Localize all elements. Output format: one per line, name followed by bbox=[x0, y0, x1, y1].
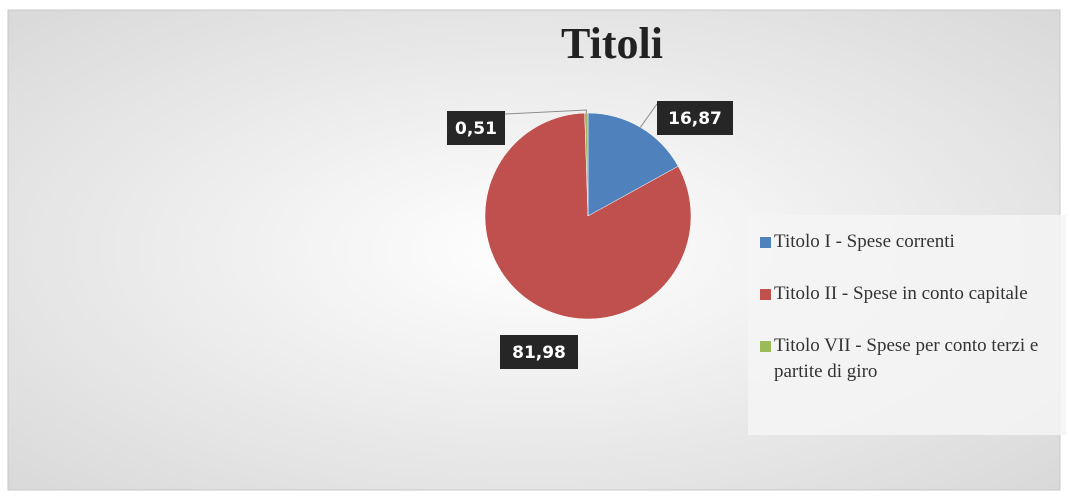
legend: Titolo I - Spese correnti Titolo II - Spe… bbox=[748, 215, 1066, 435]
data-label-box bbox=[447, 111, 505, 145]
data-label: 0,51 bbox=[455, 119, 497, 139]
pie-slice bbox=[584, 112, 589, 217]
legend-label: Titolo VII - Spese per conto terzi e par… bbox=[774, 335, 1039, 382]
leader-line bbox=[504, 109, 587, 115]
chart-title: Titoli bbox=[561, 19, 663, 68]
data-label: 81,98 bbox=[512, 343, 566, 363]
legend-swatch bbox=[760, 237, 771, 248]
legend-swatch bbox=[760, 289, 771, 300]
data-label: 16,87 bbox=[668, 109, 722, 129]
legend-entry: Titolo VII - Spese per conto terzi e par… bbox=[760, 333, 1060, 385]
data-label-box bbox=[500, 335, 578, 369]
legend-entry: Titolo II - Spese in conto capitale bbox=[760, 281, 1060, 307]
legend-swatch bbox=[760, 341, 771, 352]
data-label-box bbox=[657, 101, 733, 135]
pie-slice bbox=[587, 112, 679, 217]
legend-label: Titolo I - Spese correnti bbox=[774, 231, 955, 252]
leader-line bbox=[639, 103, 658, 128]
legend-label: Titolo II - Spese in conto capitale bbox=[774, 283, 1028, 304]
legend-entry: Titolo I - Spese correnti bbox=[760, 229, 1060, 255]
